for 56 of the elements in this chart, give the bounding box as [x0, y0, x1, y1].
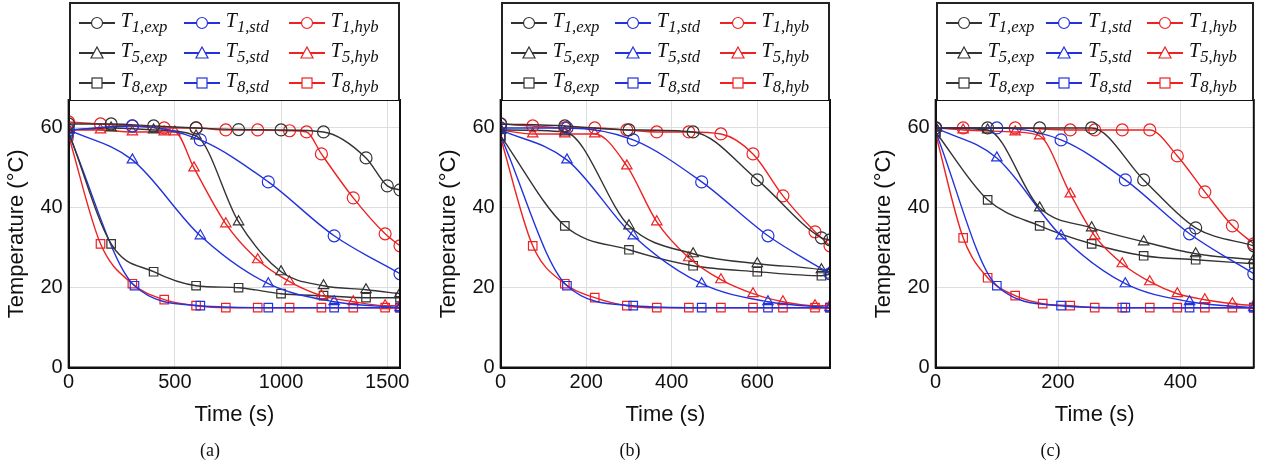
legend-label: T$_{5,hyb}$ [761, 39, 810, 67]
y-tick-label: 0 [483, 355, 495, 378]
legend-label: T$_{8,exp}$ [552, 69, 600, 97]
text: (b) [618, 440, 642, 461]
legend-label: T$_{5,std}$ [657, 39, 701, 67]
legend-label: T$_{1,std}$ [225, 9, 269, 37]
y-tick-label: 0 [51, 355, 63, 378]
y-tick-label: 0 [918, 355, 930, 378]
y-tick-label: 40 [40, 195, 63, 218]
legend-label: T$_{1,exp}$ [987, 9, 1035, 37]
legend-label: T$_{5,hyb}$ [1189, 39, 1237, 67]
legend-label: T$_{1,std}$ [1088, 9, 1132, 37]
x-tick-label: 200 [1041, 370, 1075, 393]
x-axis-title: Time (s) [194, 400, 275, 426]
legend-label: T$_{5,std}$ [225, 39, 269, 67]
x-tick-label: 600 [740, 370, 774, 393]
legend-label: T$_{8,exp}$ [987, 69, 1035, 97]
legend-label: T$_{8,std}$ [657, 69, 701, 97]
legend-label: T$_{1,std}$ [657, 9, 701, 37]
legend-label: T$_{8,hyb}$ [330, 69, 379, 97]
x-tick-label: 1500 [365, 370, 410, 393]
x-tick-label: 400 [1163, 370, 1198, 393]
x-axis-title: Time (s) [625, 400, 706, 426]
y-tick-label: 20 [907, 275, 930, 298]
legend-label: T$_{1,hyb}$ [1189, 9, 1237, 37]
y-tick-label: 60 [472, 115, 495, 138]
y-tick-label: 20 [40, 275, 63, 298]
legend-label: T$_{5,std}$ [1088, 39, 1132, 67]
legend-label: T$_{5,hyb}$ [330, 39, 379, 67]
legend-label: T$_{8,hyb}$ [1189, 69, 1237, 97]
legend-label: T$_{5,exp}$ [552, 39, 600, 67]
legend-label: T$_{5,exp}$ [120, 39, 168, 67]
y-tick-label: 60 [40, 115, 63, 138]
y-axis-title: Temperature (°C) [435, 149, 461, 319]
y-tick-label: 40 [907, 195, 930, 218]
x-tick-label: 200 [569, 370, 603, 393]
legend-label: T$_{1,hyb}$ [330, 9, 379, 37]
y-axis-title: Temperature (°C) [870, 149, 896, 319]
x-axis-title: Time (s) [1054, 400, 1135, 426]
y-tick-label: 40 [472, 195, 495, 218]
legend-label: T$_{1,exp}$ [552, 9, 600, 37]
text: (a) [199, 440, 221, 461]
y-tick-label: 60 [907, 115, 930, 138]
x-tick-label: 1000 [258, 370, 304, 393]
x-tick-label: 500 [158, 370, 192, 393]
legend-label: T$_{8,std}$ [225, 69, 269, 97]
legend-label: T$_{8,std}$ [1088, 69, 1132, 97]
x-tick-label: 400 [655, 370, 689, 393]
legend-label: T$_{8,exp}$ [120, 69, 168, 97]
legend-label: T$_{1,hyb}$ [761, 9, 810, 37]
y-axis-title: Temperature (°C) [3, 149, 29, 319]
legend-label: T$_{1,exp}$ [120, 9, 168, 37]
text: (c) [1039, 440, 1062, 461]
y-tick-label: 20 [472, 275, 495, 298]
legend-label: T$_{8,hyb}$ [761, 69, 810, 97]
legend-label: T$_{5,exp}$ [987, 39, 1035, 67]
